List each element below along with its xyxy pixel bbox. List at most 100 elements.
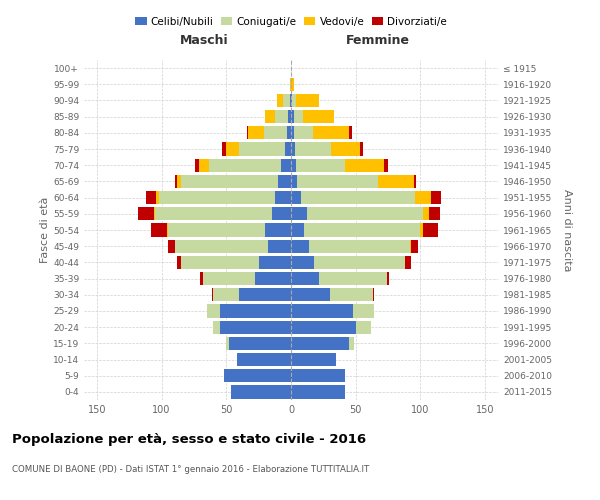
Bar — [207, 304, 220, 318]
Bar — [384, 158, 388, 172]
Bar — [278, 175, 291, 188]
Bar — [275, 110, 289, 124]
Bar — [373, 288, 374, 302]
Bar — [291, 304, 353, 318]
Bar — [236, 353, 291, 366]
Text: Popolazione per età, sesso e stato civile - 2016: Popolazione per età, sesso e stato civil… — [12, 432, 366, 446]
Bar — [349, 336, 355, 350]
Bar — [290, 94, 291, 107]
Bar — [421, 224, 423, 236]
Bar — [239, 142, 284, 156]
Bar — [275, 191, 291, 204]
Bar — [239, 288, 291, 302]
Bar — [177, 175, 181, 188]
Bar — [291, 369, 346, 382]
Bar — [431, 191, 441, 204]
Bar — [307, 207, 423, 220]
Bar — [167, 224, 168, 236]
Bar — [414, 175, 416, 188]
Bar — [259, 256, 291, 269]
Bar — [356, 320, 371, 334]
Bar — [290, 78, 291, 91]
Bar — [296, 158, 346, 172]
Bar — [195, 158, 199, 172]
Bar — [405, 256, 412, 269]
Bar — [291, 224, 304, 236]
Bar — [212, 288, 214, 302]
Bar — [220, 304, 291, 318]
Bar — [301, 191, 415, 204]
Bar — [265, 224, 291, 236]
Bar — [157, 191, 159, 204]
Bar — [291, 78, 293, 91]
Bar — [346, 158, 384, 172]
Bar — [214, 320, 220, 334]
Bar — [291, 272, 319, 285]
Text: COMUNE DI BAONE (PD) - Dati ISTAT 1° gennaio 2016 - Elaborazione TUTTITALIA.IT: COMUNE DI BAONE (PD) - Dati ISTAT 1° gen… — [12, 466, 369, 474]
Bar — [353, 304, 374, 318]
Bar — [272, 207, 291, 220]
Bar — [293, 110, 302, 124]
Bar — [293, 126, 313, 140]
Bar — [283, 94, 290, 107]
Y-axis label: Fasce di età: Fasce di età — [40, 197, 50, 263]
Bar — [154, 207, 155, 220]
Bar — [412, 240, 418, 253]
Bar — [349, 126, 352, 140]
Bar — [287, 126, 291, 140]
Bar — [296, 94, 319, 107]
Bar — [159, 191, 275, 204]
Text: Maschi: Maschi — [180, 34, 229, 47]
Bar — [146, 191, 157, 204]
Bar — [200, 272, 203, 285]
Bar — [295, 142, 331, 156]
Bar — [255, 272, 291, 285]
Bar — [359, 142, 364, 156]
Bar — [377, 175, 414, 188]
Bar — [284, 142, 291, 156]
Bar — [291, 256, 314, 269]
Bar — [291, 158, 296, 172]
Bar — [232, 386, 291, 398]
Bar — [223, 142, 226, 156]
Bar — [330, 288, 373, 302]
Bar — [264, 126, 287, 140]
Bar — [309, 240, 410, 253]
Bar — [175, 175, 177, 188]
Bar — [281, 158, 291, 172]
Bar — [168, 224, 265, 236]
Bar — [151, 224, 167, 236]
Bar — [229, 336, 291, 350]
Legend: Celibi/Nubili, Coniugati/e, Vedovi/e, Divorziati/e: Celibi/Nubili, Coniugati/e, Vedovi/e, Di… — [131, 12, 451, 31]
Bar — [430, 207, 440, 220]
Bar — [226, 336, 229, 350]
Bar — [291, 386, 346, 398]
Bar — [291, 336, 349, 350]
Bar — [291, 175, 298, 188]
Bar — [291, 207, 307, 220]
Bar — [224, 369, 291, 382]
Bar — [177, 256, 181, 269]
Bar — [298, 175, 377, 188]
Bar — [226, 142, 239, 156]
Bar — [139, 207, 154, 220]
Bar — [214, 288, 239, 302]
Bar — [199, 158, 209, 172]
Bar — [410, 240, 412, 253]
Bar — [331, 142, 359, 156]
Bar — [302, 110, 334, 124]
Bar — [313, 126, 349, 140]
Bar — [220, 320, 291, 334]
Bar — [319, 272, 387, 285]
Bar — [248, 126, 264, 140]
Bar — [291, 142, 295, 156]
Bar — [175, 240, 268, 253]
Bar — [203, 272, 255, 285]
Bar — [209, 158, 281, 172]
Bar — [423, 207, 430, 220]
Bar — [291, 320, 356, 334]
Bar — [291, 94, 292, 107]
Bar — [268, 240, 291, 253]
Bar — [292, 94, 296, 107]
Bar — [168, 240, 175, 253]
